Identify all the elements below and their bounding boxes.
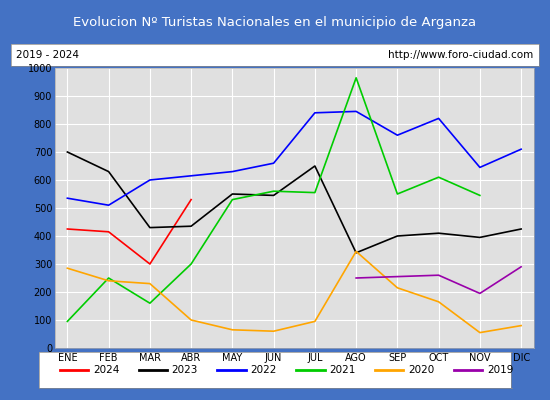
Text: 2024: 2024 [93, 365, 119, 375]
Text: 2019 - 2024: 2019 - 2024 [16, 50, 79, 60]
Text: 2023: 2023 [172, 365, 198, 375]
Text: http://www.foro-ciudad.com: http://www.foro-ciudad.com [388, 50, 534, 60]
Text: Evolucion Nº Turistas Nacionales en el municipio de Arganza: Evolucion Nº Turistas Nacionales en el m… [74, 16, 476, 29]
Text: 2022: 2022 [251, 365, 277, 375]
Text: 2020: 2020 [408, 365, 435, 375]
Text: 2021: 2021 [329, 365, 356, 375]
Text: 2019: 2019 [487, 365, 514, 375]
